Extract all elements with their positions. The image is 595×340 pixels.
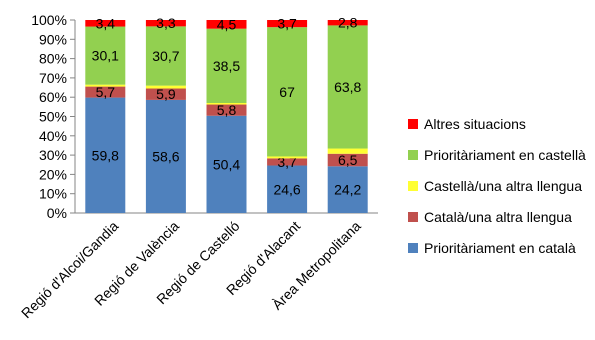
data-label: 3,4 (96, 15, 116, 31)
bar-segment (145, 99, 186, 213)
legend-swatch (408, 243, 418, 253)
legend: Altres situacions Prioritàriament en cast… (408, 116, 586, 256)
data-label: 24,6 (273, 181, 300, 197)
bar-segment (206, 104, 247, 116)
data-label: 3,3 (156, 15, 176, 31)
bar-segment (85, 86, 126, 98)
y-tick-label: 20% (39, 166, 67, 182)
data-label: 4,5 (217, 16, 237, 32)
bar-segment (327, 25, 368, 149)
data-label: 6,5 (338, 152, 358, 168)
data-label: 30,7 (152, 48, 179, 64)
bar-segment (267, 156, 308, 159)
data-label: 63,8 (334, 79, 361, 95)
bars: 59,8 5,7 30,1 3,4 58,6 5,9 30,7 3,3 50,4 5,8 38,5 4… (85, 15, 368, 213)
legend-swatch (408, 119, 418, 129)
data-label: 50,4 (213, 156, 240, 172)
legend-label: Altres situacions (424, 116, 526, 132)
bar-segment (85, 97, 126, 213)
data-label: 2,8 (338, 15, 358, 31)
y-tick-label: 80% (39, 51, 67, 67)
bar-segment (206, 115, 247, 213)
bar-segment (206, 20, 247, 29)
legend-label: Català/una altra llengua (424, 209, 572, 225)
bar-segment (206, 102, 247, 105)
bar-segment (327, 148, 368, 154)
data-label: 59,8 (92, 147, 119, 163)
legend-label: Prioritàriament en castellà (424, 147, 586, 163)
y-tick-label: 40% (39, 128, 67, 144)
legend-label: Castellà/una altra llengua (424, 178, 582, 194)
x-category-label: Regió d'Alcoi/Gandia (18, 218, 122, 322)
bar-segment (85, 26, 126, 85)
bar-segment (206, 28, 247, 103)
bar-segment (267, 27, 308, 157)
y-tick-label: 50% (39, 109, 67, 125)
data-label: 5,9 (156, 86, 176, 102)
bar-segment (267, 158, 308, 166)
legend-swatch (408, 181, 418, 191)
y-tick-label: 60% (39, 89, 67, 105)
bar-segment (327, 20, 368, 26)
data-label: 24,2 (334, 182, 361, 198)
legend-swatch (408, 150, 418, 160)
bar-segment (145, 85, 186, 89)
bar-segment (267, 20, 308, 28)
legend-label: Prioritàriament en català (424, 240, 576, 256)
bar-segment (85, 84, 126, 87)
y-tick-label: 0% (47, 205, 67, 221)
y-tick-label: 70% (39, 70, 67, 86)
bar-segment (145, 26, 186, 86)
y-axis: 0% 10% 20% 30% 40% 50% 60% 70% 80% 90% 100% (31, 12, 378, 221)
legend-swatch (408, 212, 418, 222)
bar-segment (145, 88, 186, 100)
data-label: 67 (279, 84, 295, 100)
bar-segment (267, 165, 308, 213)
y-tick-label: 30% (39, 147, 67, 163)
bar-segment (145, 20, 186, 27)
y-tick-label: 90% (39, 31, 67, 47)
y-tick-label: 100% (31, 12, 67, 28)
data-label: 38,5 (213, 58, 240, 74)
data-label: 30,1 (92, 48, 119, 64)
data-label: 5,8 (217, 102, 237, 118)
bar-segment (327, 166, 368, 213)
y-tick-label: 10% (39, 186, 67, 202)
data-label: 3,7 (277, 16, 297, 32)
bar-segment (85, 20, 126, 27)
bar-segment (327, 153, 368, 167)
data-label: 58,6 (152, 148, 179, 164)
data-label: 5,7 (96, 84, 116, 100)
